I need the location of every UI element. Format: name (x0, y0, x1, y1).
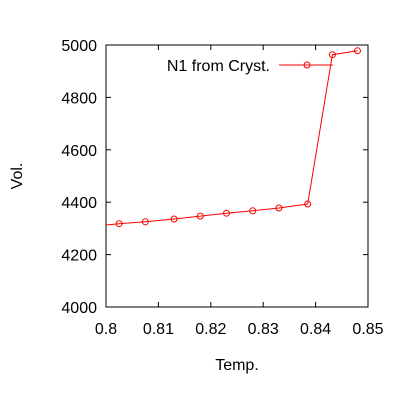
legend: N1 from Cryst. (167, 58, 333, 75)
data-point (275, 204, 283, 212)
y-tick-label: 4600 (61, 143, 97, 160)
x-tick-label: 0.83 (248, 321, 279, 338)
data-point (196, 212, 204, 220)
y-tick-label: 4200 (61, 248, 97, 265)
legend-marker-sample (303, 61, 311, 69)
y-axis: 4000 4200 4400 4600 4800 5000 (61, 38, 368, 317)
data-point (328, 51, 336, 59)
series-layer (105, 47, 361, 228)
data-point (249, 207, 257, 215)
x-tick-label: 0.81 (143, 321, 174, 338)
y-tick-label: 4800 (61, 90, 97, 107)
x-tick-label: 0.84 (300, 321, 331, 338)
data-point (115, 220, 123, 228)
data-point (354, 47, 361, 55)
data-point (141, 218, 149, 226)
y-tick-label: 5000 (61, 38, 97, 55)
y-tick-label: 4400 (61, 195, 97, 212)
x-tick-label: 0.8 (95, 321, 117, 338)
x-tick-label: 0.85 (352, 321, 383, 338)
x-tick-label: 0.82 (195, 321, 226, 338)
plot-frame (105, 44, 369, 308)
y-tick-label: 4000 (61, 300, 97, 317)
data-point (304, 200, 312, 208)
x-axis: 0.8 0.81 0.82 0.83 0.84 0.85 (95, 45, 384, 338)
x-axis-label: Temp. (215, 357, 259, 374)
data-point (223, 209, 230, 217)
legend-label: N1 from Cryst. (167, 58, 270, 75)
y-axis-label: Vol. (9, 163, 26, 190)
series-line (105, 50, 358, 226)
data-point (170, 215, 178, 223)
